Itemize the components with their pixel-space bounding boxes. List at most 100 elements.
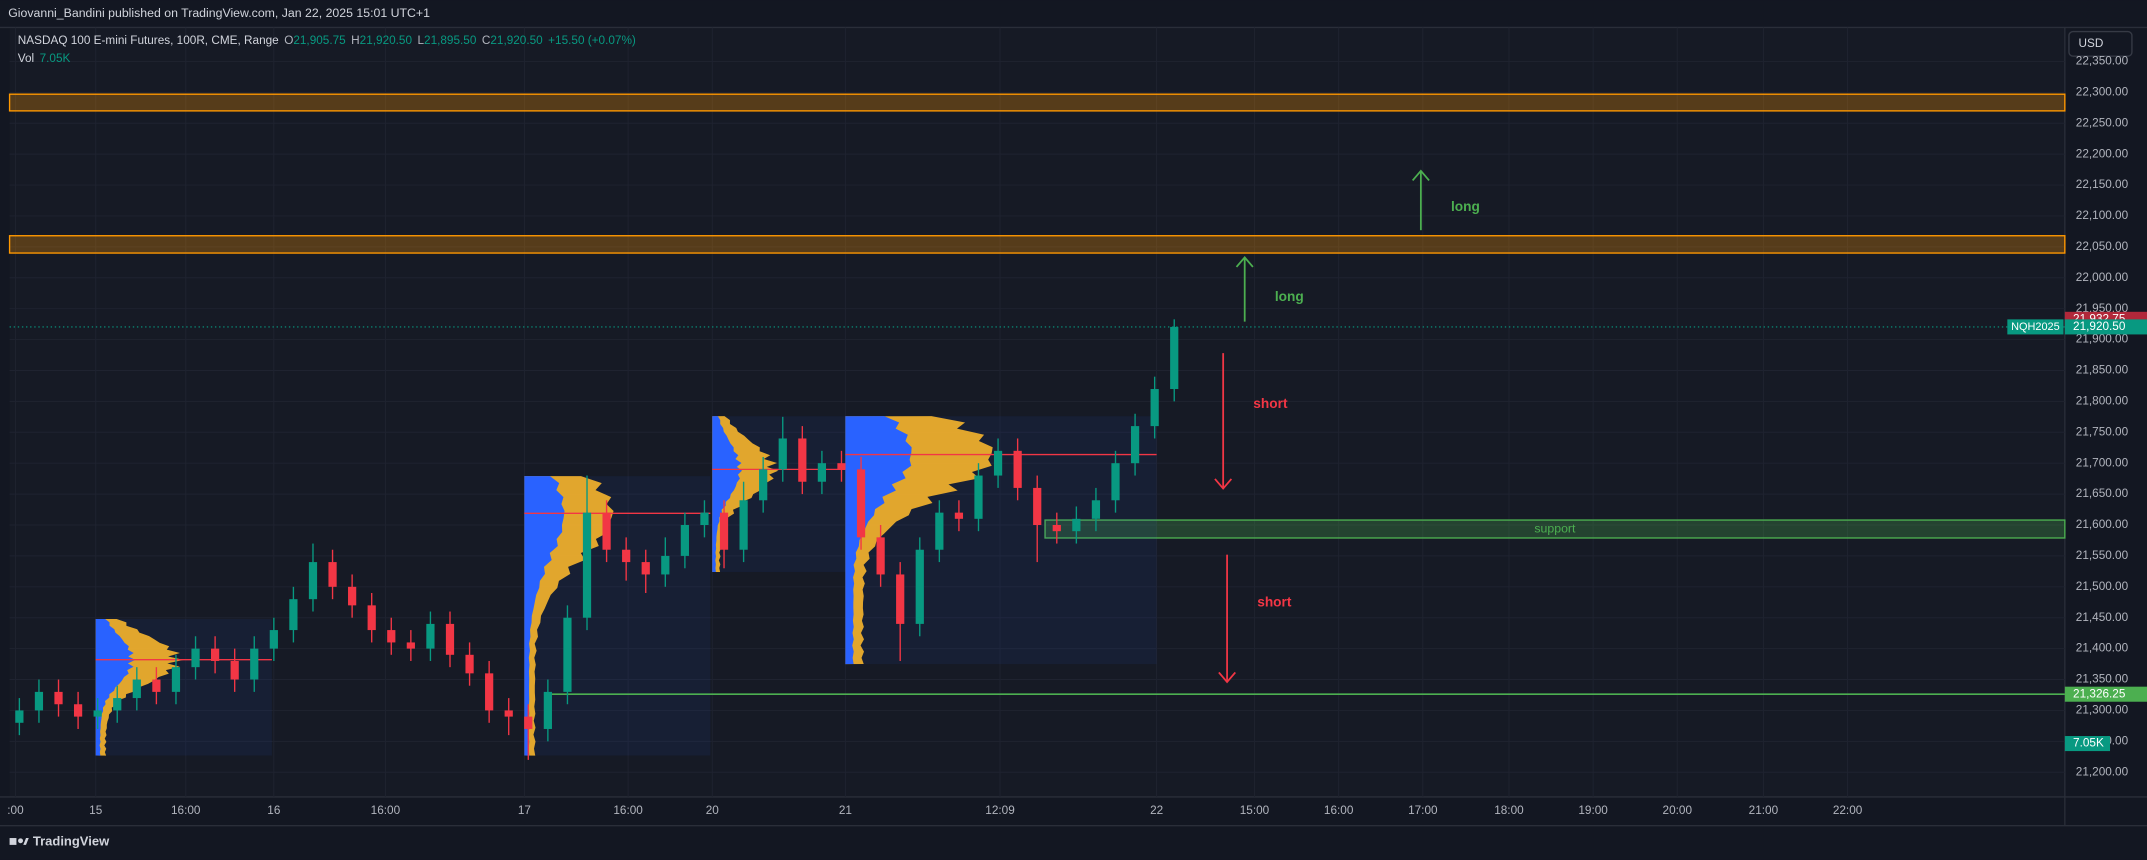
zone-label: support xyxy=(1534,521,1576,535)
legend: NASDAQ 100 E-mini Futures, 100R, CME, Ra… xyxy=(18,34,636,47)
legend-value: 21,920.50 xyxy=(490,34,543,47)
y-tick-label: 21,950.00 xyxy=(2076,302,2129,315)
candle-body xyxy=(54,691,63,705)
x-tick-label: 21:00 xyxy=(1749,804,1779,817)
y-tick-label: 22,300.00 xyxy=(2076,85,2129,98)
y-tick-label: 21,600.00 xyxy=(2076,518,2129,531)
candle-body xyxy=(504,710,513,717)
legend-key: H xyxy=(351,34,360,47)
candle-body xyxy=(1130,426,1140,464)
candle-body xyxy=(367,605,376,631)
candle-body xyxy=(680,525,689,556)
arrow-head xyxy=(1218,671,1236,684)
y-tick-label: 22,150.00 xyxy=(2076,178,2129,191)
plot-area xyxy=(9,27,2065,797)
candle-body xyxy=(817,463,827,482)
y-tick-label: 21,500.00 xyxy=(2076,580,2129,593)
candle-body xyxy=(348,586,357,606)
candle-body xyxy=(152,679,161,692)
x-tick-label: 16:00 xyxy=(371,804,401,817)
x-tick-label: 22 xyxy=(1150,804,1163,817)
x-tick-label: 20:00 xyxy=(1663,804,1693,817)
candle-body xyxy=(856,469,866,538)
zone xyxy=(8,93,2066,112)
candle-body xyxy=(719,512,729,550)
y-tick-label: 22,000.00 xyxy=(2076,271,2129,284)
candle-body xyxy=(759,469,768,501)
zone xyxy=(1044,519,2066,539)
candle-body xyxy=(289,599,298,631)
y-tick-label: 21,750.00 xyxy=(2076,425,2129,438)
candle-body xyxy=(73,704,83,717)
last-price-tag xyxy=(2064,319,2147,335)
candle-body xyxy=(739,500,748,550)
y-tick-label: 21,450.00 xyxy=(2076,611,2129,624)
x-tick-label: 16:00 xyxy=(613,804,643,817)
profile-histogram xyxy=(95,618,136,756)
candle-body xyxy=(211,648,220,661)
candle-body xyxy=(1033,487,1042,526)
profile-histogram xyxy=(712,416,743,572)
y-tick-label: 21,350.00 xyxy=(2076,673,2129,686)
candle-body xyxy=(34,691,44,711)
symbol-title: NASDAQ 100 E-mini Futures, 100R, CME, Ra… xyxy=(18,34,279,47)
y-tick-label: 21,650.00 xyxy=(2076,487,2129,500)
candle-body xyxy=(132,679,141,699)
candle-body xyxy=(15,710,24,723)
candle-body xyxy=(915,549,924,624)
x-tick-label: 16:00 xyxy=(171,804,201,817)
volume-label: Vol xyxy=(18,52,34,65)
candle-body xyxy=(974,475,983,519)
currency-button[interactable] xyxy=(2068,30,2133,57)
x-tick-label: 12:09 xyxy=(985,804,1014,817)
candle-body xyxy=(935,512,944,550)
volume-tag xyxy=(2064,736,2111,752)
candle-body xyxy=(93,710,102,717)
legend-value: 21,905.75 xyxy=(293,34,346,47)
zone xyxy=(8,235,2066,254)
y-tick-label: 22,350.00 xyxy=(2076,55,2129,68)
legend-key: O xyxy=(284,34,293,47)
x-tick-label: 17 xyxy=(518,804,531,817)
legend-change: +15.50 (+0.07%) xyxy=(548,34,636,47)
y-tick-label: 21,400.00 xyxy=(2076,642,2129,655)
x-tick-label: 19:00 xyxy=(1578,804,1608,817)
y-tick-label: 22,250.00 xyxy=(2076,116,2129,129)
candle-body xyxy=(524,716,533,729)
profile-histogram xyxy=(524,476,565,756)
level-tag xyxy=(2064,686,2147,702)
footer-logo xyxy=(9,838,29,845)
candle-body xyxy=(113,698,122,711)
candle-body xyxy=(582,512,592,618)
candle-body xyxy=(445,623,455,655)
volume-legend: Vol 7.05K xyxy=(18,52,71,65)
candle-body xyxy=(1091,500,1101,519)
x-tick-label: 15:00 xyxy=(1240,804,1270,817)
layers: support long long short short xyxy=(8,27,2066,797)
volume-value: 7.05K xyxy=(40,52,71,65)
symbol-tag xyxy=(2007,319,2064,335)
candle-body xyxy=(328,562,337,587)
legend-key: L xyxy=(417,34,424,47)
x-tick-label: 16 xyxy=(267,804,281,817)
candle-body xyxy=(387,630,396,643)
currency[interactable]: USD xyxy=(2079,37,2104,50)
candle-body xyxy=(465,654,474,674)
candle-body xyxy=(1013,450,1022,488)
x-tick-label: 21 xyxy=(839,804,852,817)
x-tick-label: :00 xyxy=(7,804,24,817)
y-tick-label: 22,050.00 xyxy=(2076,240,2129,253)
candle-body xyxy=(798,438,807,482)
candle-body xyxy=(622,549,631,563)
legend-key: C xyxy=(482,34,491,47)
y-tick-label: 21,900.00 xyxy=(2076,333,2129,346)
last-price-label: 21,920.50 xyxy=(2073,320,2126,333)
candle-body xyxy=(778,438,787,470)
level-tag-label: 21,326.25 xyxy=(2073,687,2126,700)
arrow-head xyxy=(1411,169,1430,181)
x-tick-label: 18:00 xyxy=(1494,804,1524,817)
candle-body xyxy=(993,450,1003,476)
x-tick-label: 22:00 xyxy=(1833,804,1863,817)
candle-body xyxy=(563,617,572,692)
